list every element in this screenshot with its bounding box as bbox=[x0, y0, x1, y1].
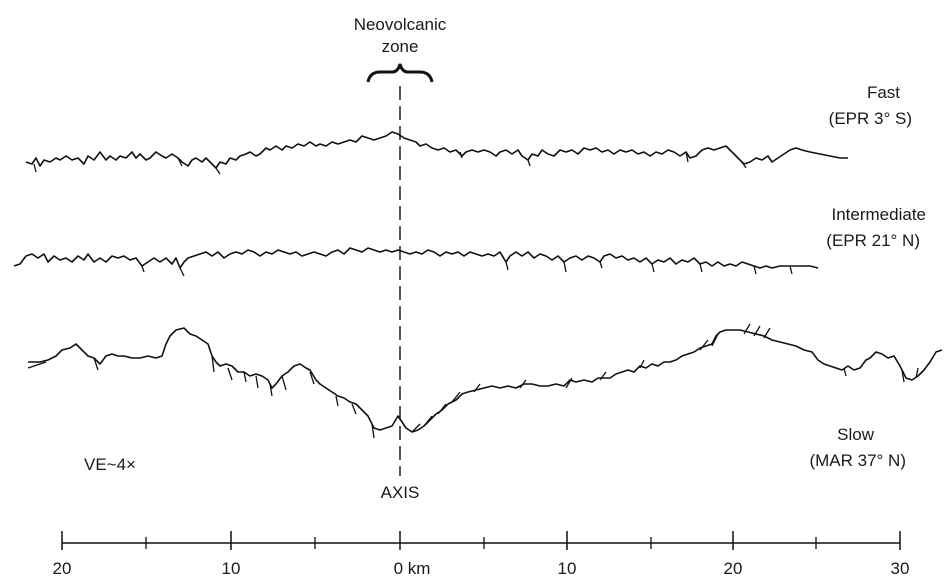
intermediate-location-label: (EPR 21° N) bbox=[826, 231, 920, 250]
slow-profile-line bbox=[28, 327, 943, 433]
fast-rate-label: Fast bbox=[867, 83, 900, 102]
scale-tick-label: 10 bbox=[222, 559, 241, 578]
intermediate-profile-faults bbox=[141, 261, 793, 277]
neovolcanic-label-line1: Neovolcanic bbox=[354, 15, 447, 34]
neovolcanic-label-line2: zone bbox=[382, 37, 419, 56]
intermediate-profile-line bbox=[13, 247, 819, 269]
scale-tick-label: 0 km bbox=[394, 559, 431, 578]
scale-tick-label: 10 bbox=[558, 559, 577, 578]
slow-location-label: (MAR 37° N) bbox=[809, 451, 906, 470]
slow-rate-label: Slow bbox=[837, 425, 875, 444]
slow-profile-faults bbox=[27, 323, 919, 439]
fast-profile-faults bbox=[33, 151, 747, 175]
distance-scale-bar bbox=[61, 531, 901, 550]
scale-tick-label: 30 bbox=[891, 559, 910, 578]
intermediate-rate-label: Intermediate bbox=[832, 205, 927, 224]
vertical-exaggeration-label: VE~4× bbox=[84, 455, 136, 474]
neovolcanic-zone-brace bbox=[366, 63, 434, 83]
fast-location-label: (EPR 3° S) bbox=[829, 109, 912, 128]
fast-profile-line bbox=[25, 131, 848, 169]
scale-tick-label: 20 bbox=[53, 559, 72, 578]
axis-label: AXIS bbox=[381, 483, 420, 502]
scale-tick-label: 20 bbox=[724, 559, 743, 578]
